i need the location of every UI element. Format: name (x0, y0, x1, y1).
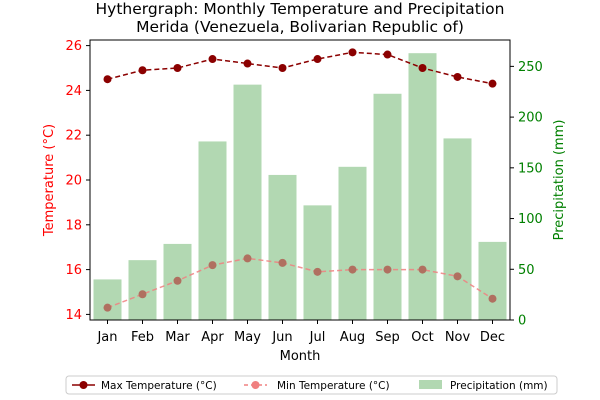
x-tick-label-sep: Sep (375, 330, 400, 345)
x-axis-label: Month (280, 349, 321, 364)
min-temperature-point-mar (173, 276, 182, 285)
max-temperature-point-aug (348, 48, 357, 57)
precipitation-bar-jun (268, 174, 297, 320)
min-temperature-line (107, 257, 493, 309)
max-temperature-point-nov (453, 72, 462, 81)
precipitation-bars (93, 53, 507, 320)
left-tick-label-14: 14 (65, 308, 82, 323)
min-temperature-point-nov (453, 272, 462, 281)
legend-min-point-marker (251, 381, 260, 389)
left-tick-label-18: 18 (65, 218, 82, 233)
max-temperature-point-sep (383, 50, 392, 59)
max-temperature-point-feb (138, 66, 147, 75)
max-temperature-line (107, 51, 493, 85)
x-tick-label-mar: Mar (165, 330, 190, 345)
min-temperature-point-sep (383, 265, 392, 274)
x-tick-label-dec: Dec (480, 330, 505, 345)
x-tick-label-nov: Nov (445, 330, 471, 345)
x-tick-label-jan: Jan (96, 330, 117, 345)
max-temperature-point-jan (103, 75, 112, 84)
right-tick-label-50: 50 (518, 263, 535, 278)
right-tick-label-250: 250 (518, 60, 543, 75)
right-tick-label-150: 150 (518, 161, 543, 176)
max-temperature-point-dec (488, 79, 497, 88)
legend-precipitation-swatch (419, 380, 442, 389)
max-temperature-point-apr (208, 55, 217, 64)
legend-precipitation-label: Precipitation (mm) (450, 380, 548, 392)
x-tick-label-jun: Jun (271, 330, 292, 345)
max-temperature-point-jul (313, 55, 322, 64)
right-axis-label: Precipitation (mm) (552, 120, 567, 241)
min-temperature-point-apr (208, 261, 217, 270)
chart-title-line-1: Hythergraph: Monthly Temperature and Pre… (96, 0, 505, 18)
legend-max-label: Max Temperature (°C) (101, 380, 217, 392)
legend-max-point-marker (79, 381, 88, 389)
x-tick-label-jul: Jul (309, 330, 326, 345)
min-temperature-point-may (243, 254, 252, 263)
left-axis-ticks: 14 16 18 20 22 24 26 (65, 39, 90, 323)
max-temperature-point-may (243, 59, 252, 68)
right-tick-label-0: 0 (518, 314, 526, 329)
min-temperature-point-oct (418, 265, 427, 274)
min-temperature-point-jan (103, 303, 112, 312)
precipitation-bar-nov (443, 138, 472, 320)
left-tick-label-16: 16 (65, 263, 82, 278)
chart-title-line-2: Merida (Venezuela, Bolivarian Republic o… (136, 18, 464, 36)
x-tick-label-aug: Aug (340, 330, 365, 345)
x-axis-ticks: Jan Feb Mar Apr May Jun Jul Aug Sep Oct Nov Dec (96, 320, 505, 345)
min-temperature-point-jun (278, 258, 287, 267)
legend: Max Temperature (°C) Min Temperature (°C… (65, 375, 558, 395)
precipitation-bar-oct (408, 53, 437, 320)
precipitation-bar-jul (303, 205, 332, 320)
left-tick-label-24: 24 (65, 84, 82, 99)
min-temperature-point-jul (313, 267, 322, 276)
left-tick-label-22: 22 (65, 129, 82, 144)
left-tick-label-20: 20 (65, 174, 82, 189)
right-tick-label-200: 200 (518, 111, 543, 126)
precipitation-bar-aug (338, 166, 367, 320)
x-tick-label-apr: Apr (201, 330, 224, 345)
precipitation-bar-may (233, 84, 262, 320)
left-axis-label: Temperature (°C) (42, 124, 57, 237)
x-tick-label-feb: Feb (131, 330, 154, 345)
right-tick-label-100: 100 (518, 212, 543, 227)
legend-min-label: Min Temperature (°C) (277, 380, 390, 392)
x-tick-label-may: May (234, 330, 261, 345)
min-temperature-point-dec (488, 294, 497, 303)
right-axis-ticks: 0 50 100 150 200 250 (510, 60, 543, 329)
left-tick-label-26: 26 (65, 39, 82, 54)
precipitation-bar-dec (478, 241, 507, 320)
precipitation-bar-jan (93, 279, 122, 320)
max-temperature-point-oct (418, 64, 427, 72)
max-temperature-point-mar (173, 64, 182, 72)
precipitation-bar-feb (128, 260, 157, 320)
x-tick-label-oct: Oct (411, 330, 433, 345)
max-temperature-point-jun (278, 64, 287, 72)
min-temperature-point-aug (348, 265, 357, 274)
precipitation-bar-sep (373, 93, 402, 320)
min-temperature-point-feb (138, 290, 147, 299)
precipitation-bar-apr (198, 141, 227, 320)
temperature-lines (103, 48, 497, 312)
